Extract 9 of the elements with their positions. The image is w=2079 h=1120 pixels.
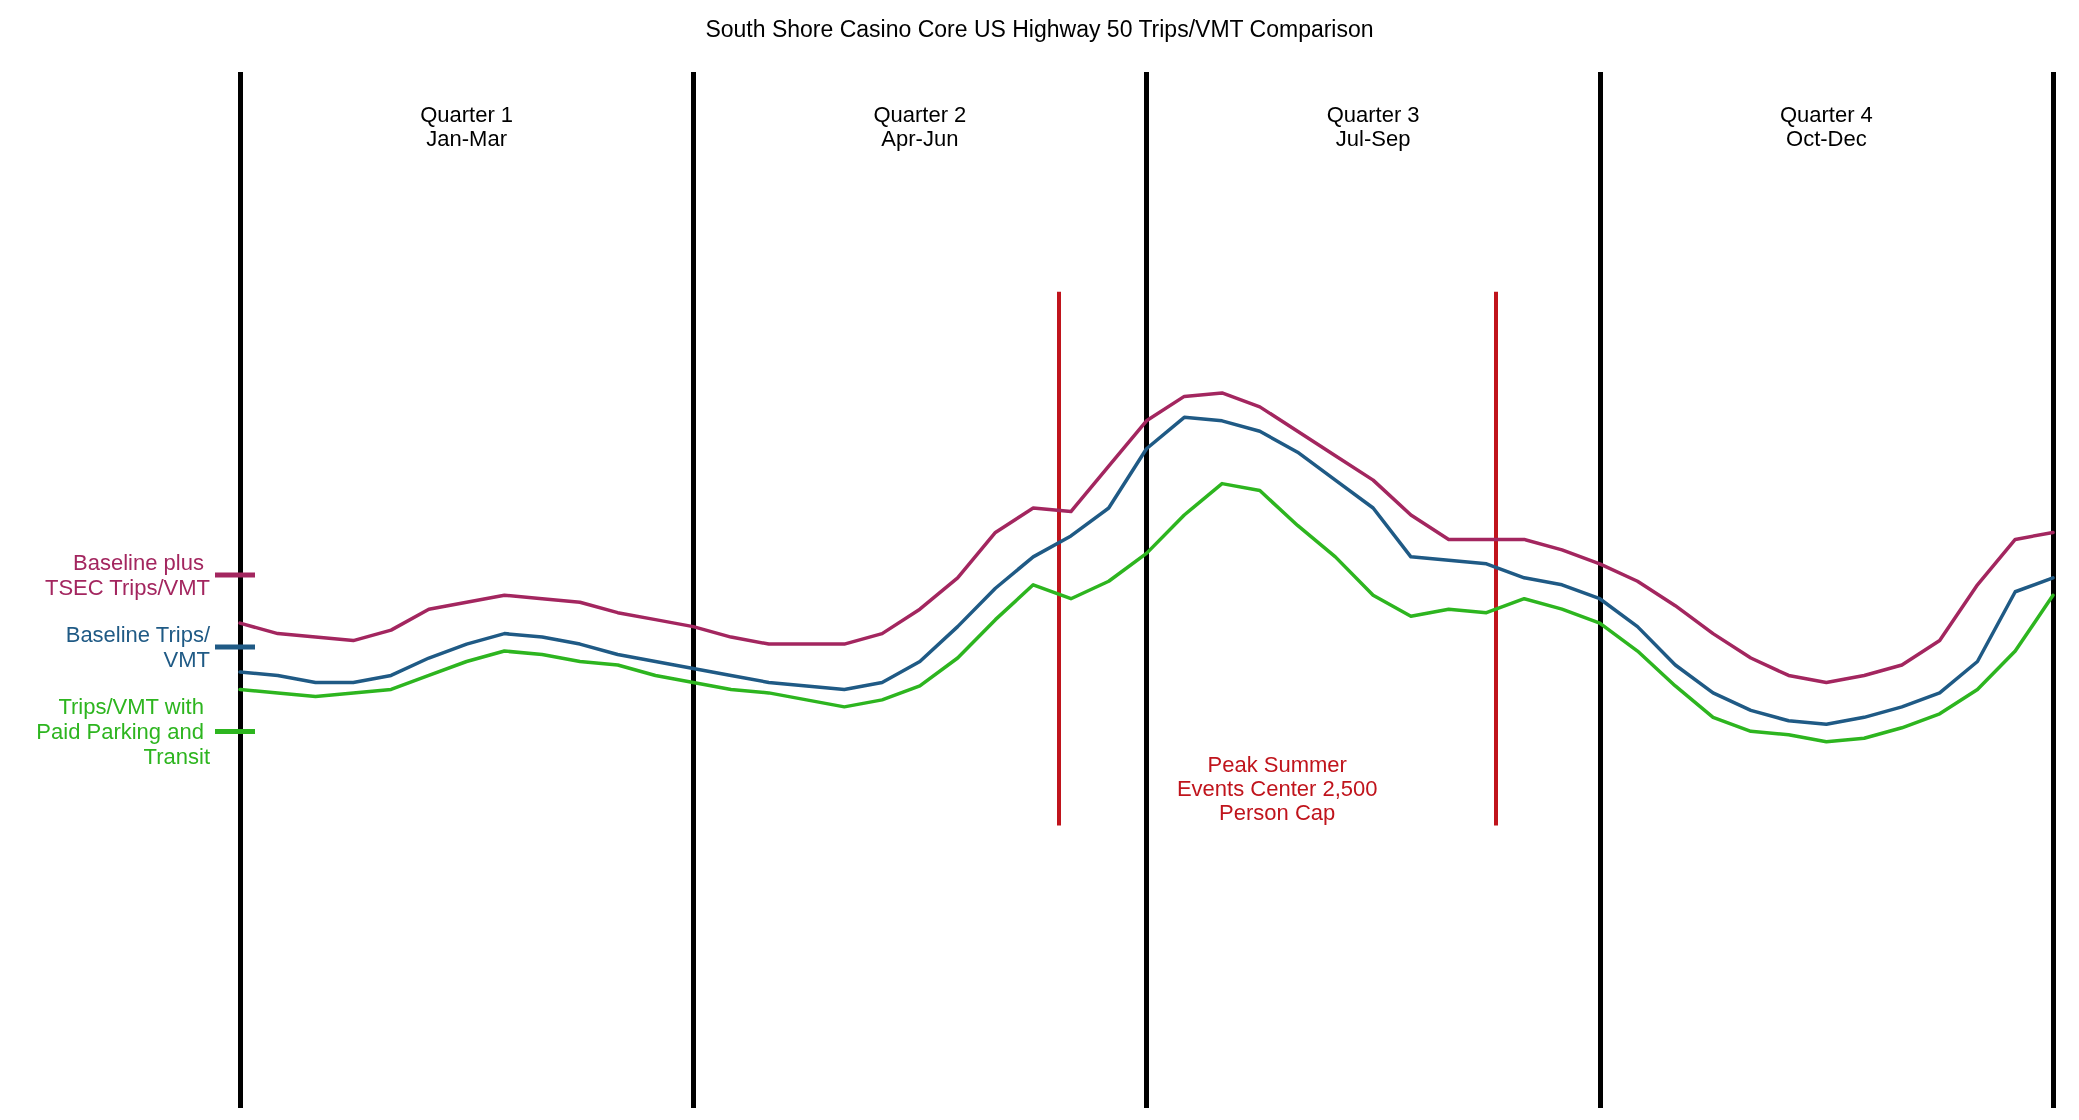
text: Quarter 3 Jul-Sep [1326, 101, 1420, 151]
legend-label: Baseline Trips/VMT [65, 622, 211, 672]
text: Quarter 1 Jan-Mar [420, 101, 514, 151]
legend-label: Trips/VMT with Paid Parking and Transit [36, 694, 210, 769]
text: Peak Summer Events Center 2,500 Person Cap [1176, 751, 1378, 825]
text: Quarter 4 Oct-Dec [1779, 101, 1873, 151]
legend-label: Baseline plus TSEC Trips/VMT [44, 550, 210, 600]
text: Quarter 2 Apr-Jun [873, 101, 967, 151]
chart-title: South Shore Casino Core US Highway 50 Trips/VMT Comparison [705, 15, 1374, 42]
